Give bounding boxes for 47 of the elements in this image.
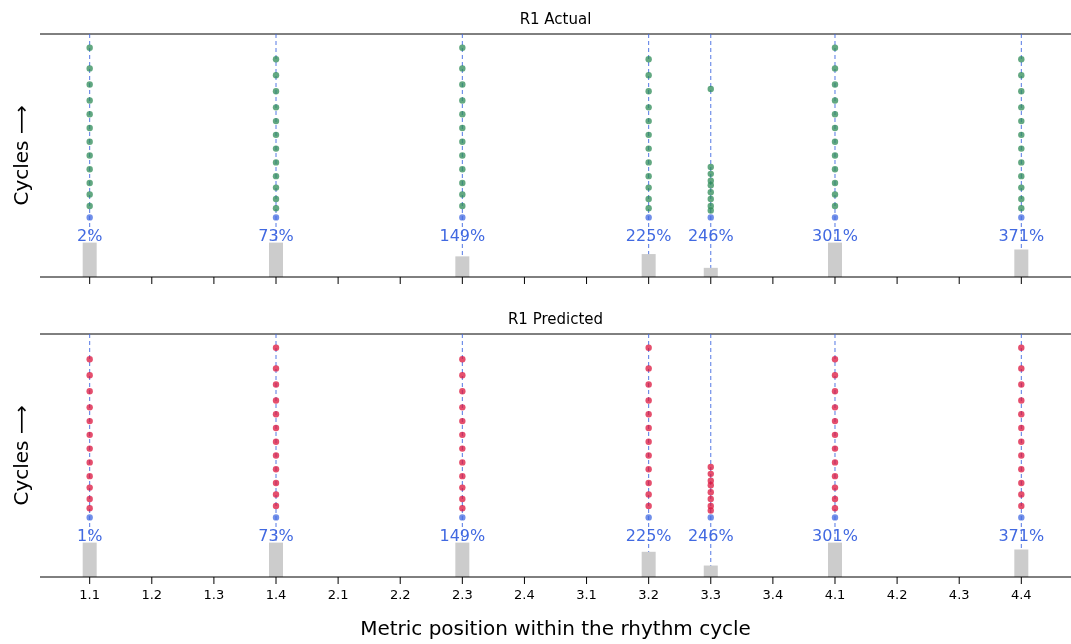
chart-title: R1 Predicted xyxy=(507,310,604,328)
annotation: 2% xyxy=(76,226,103,246)
annotation: 371% xyxy=(998,226,1045,246)
bar xyxy=(82,242,97,277)
x-tick-label: 3.3 xyxy=(700,587,722,602)
x-tick-label: 1.1 xyxy=(79,587,101,602)
x-tick-label: 4.2 xyxy=(886,587,908,602)
bar xyxy=(1014,249,1029,277)
bar xyxy=(827,542,842,577)
x-tick-label: 2.2 xyxy=(389,587,411,602)
y-axis-title: Cycles ⟶ xyxy=(9,105,33,206)
x-tick-label: 3.2 xyxy=(638,587,660,602)
x-tick-label: 2.4 xyxy=(514,587,535,602)
bar xyxy=(269,542,284,577)
annotation: 371% xyxy=(998,526,1045,546)
annotation: 246% xyxy=(687,226,734,246)
annotation: 246% xyxy=(687,526,734,546)
x-tick-label: 1.4 xyxy=(265,587,287,602)
annotation: 301% xyxy=(812,226,858,246)
x-axis-title: Metric position within the rhythm cycle xyxy=(360,616,751,640)
y-axis-title: Cycles ⟶ xyxy=(9,405,33,506)
x-tick-label: 2.3 xyxy=(451,587,473,602)
bar xyxy=(641,551,656,577)
bar xyxy=(827,242,842,277)
annotation: 301% xyxy=(812,526,858,546)
x-tick-label: 4.1 xyxy=(824,587,846,602)
annotation: 73% xyxy=(258,226,294,246)
bar xyxy=(641,254,656,277)
annotation: 225% xyxy=(625,226,672,246)
annotation: 149% xyxy=(439,526,486,546)
x-tick-label: 1.3 xyxy=(203,587,225,602)
annotation: 73% xyxy=(258,526,294,546)
annotation: 1% xyxy=(76,526,103,546)
x-tick-label: 4.4 xyxy=(1010,587,1032,602)
chart-title: R1 Actual xyxy=(519,10,592,28)
annotation: 149% xyxy=(439,226,486,246)
bar xyxy=(82,542,97,577)
x-tick-label: 3.4 xyxy=(762,587,784,602)
x-tick-label: 3.1 xyxy=(576,587,597,602)
x-tick-label: 2.1 xyxy=(327,587,349,602)
x-tick-label: 4.3 xyxy=(948,587,970,602)
bar xyxy=(455,542,470,577)
bar xyxy=(1014,549,1029,577)
bar xyxy=(269,242,284,277)
bar xyxy=(455,256,470,277)
x-tick-label: 1.2 xyxy=(141,587,163,602)
annotation: 225% xyxy=(625,526,672,546)
